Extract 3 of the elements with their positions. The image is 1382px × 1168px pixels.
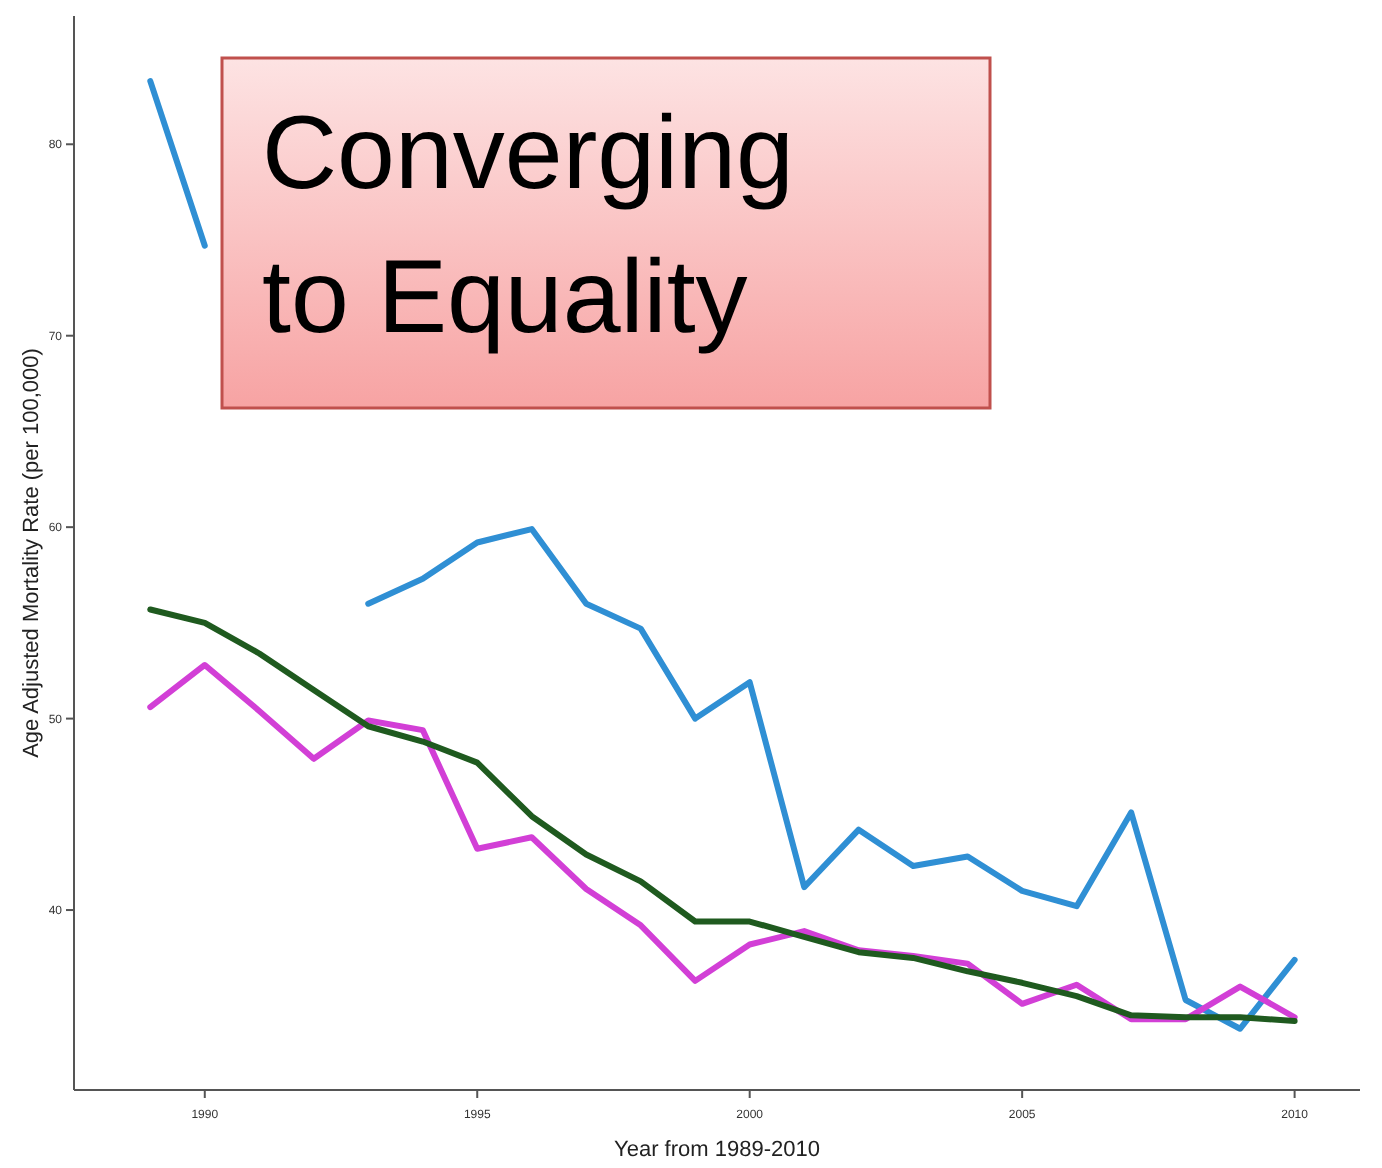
y-axis-title: Age Adjusted Mortality Rate (per 100,000)	[20, 348, 44, 758]
text: Converging to Equality	[260, 94, 796, 360]
x-axis-title: Year from 1989-2010	[614, 1138, 820, 1162]
